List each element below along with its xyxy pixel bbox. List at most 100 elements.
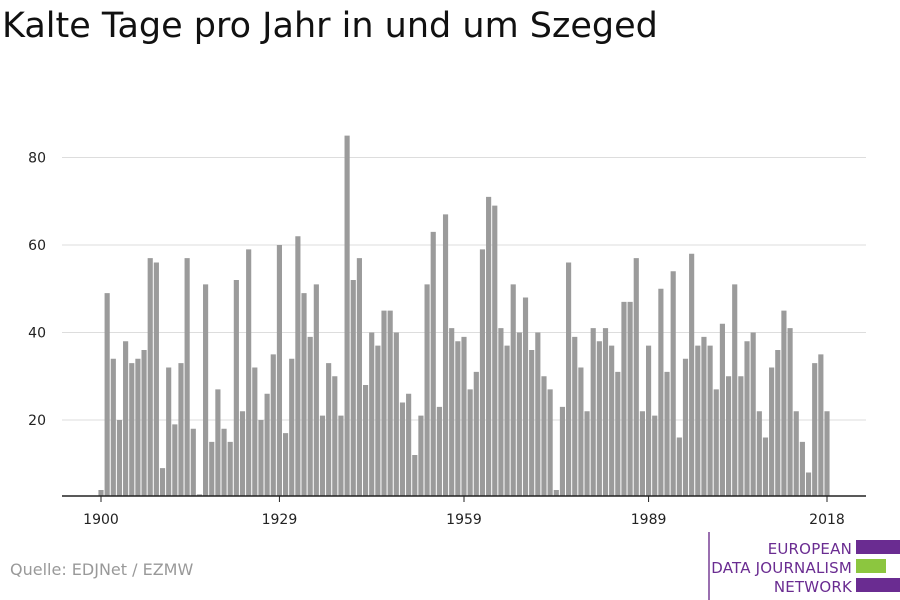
bar-1964 [492, 205, 498, 496]
x-tick-label: 1900 [83, 512, 119, 528]
logo-bar-purple-top [856, 540, 900, 554]
bar-2009 [769, 367, 775, 496]
bar-2010 [775, 350, 781, 496]
bar-1969 [522, 297, 529, 496]
bar-1992 [664, 371, 670, 496]
bar-1949 [399, 402, 406, 496]
bar-1903 [116, 420, 123, 496]
bar-1987 [633, 258, 639, 496]
bar-1920 [221, 428, 227, 496]
bar-1983 [609, 345, 615, 496]
bar-1975 [559, 406, 566, 496]
bar-2014 [799, 441, 805, 496]
bar-1971 [535, 332, 541, 496]
bar-1914 [184, 258, 190, 496]
bar-1900 [98, 490, 104, 496]
bar-1951 [412, 455, 418, 496]
bar-1926 [258, 420, 264, 496]
bar-1970 [529, 350, 535, 496]
bar-1909 [153, 262, 159, 496]
bar-1999 [707, 345, 713, 496]
bar-1968 [516, 332, 522, 496]
bar-1932 [295, 236, 301, 496]
bar-2012 [787, 328, 793, 496]
bar-1979 [584, 411, 590, 496]
bar-1997 [695, 345, 701, 496]
bar-1921 [227, 441, 233, 496]
bar-1996 [689, 253, 695, 496]
bar-2018 [824, 411, 830, 496]
bar-1984 [615, 371, 621, 496]
bar-1967 [510, 284, 516, 496]
logo-divider [708, 532, 710, 600]
bar-1988 [639, 411, 645, 496]
bar-1954 [430, 231, 436, 496]
bar-2000 [713, 389, 719, 496]
bar-1933 [301, 293, 307, 496]
bar-1962 [479, 249, 486, 496]
bar-1994 [676, 437, 682, 496]
bar-1939 [338, 415, 344, 496]
axes: 20 40 60 80 1900 1929 1959 1989 2018 [28, 151, 866, 528]
bar-1929 [276, 245, 282, 496]
bar-1918 [209, 441, 215, 496]
bar-1904 [123, 341, 129, 496]
bar-1956 [442, 214, 449, 496]
bar-1919 [215, 389, 221, 496]
bar-1913 [178, 363, 184, 496]
bar-1937 [326, 363, 332, 496]
bar-1940 [344, 135, 350, 496]
bar-1941 [350, 280, 356, 496]
edjnet-logo: EUROPEAN DATA JOURNALISM NETWORK [708, 532, 900, 600]
bar-1901 [104, 293, 110, 496]
bar-1930 [283, 433, 289, 496]
bar-1927 [264, 393, 270, 496]
bar-1924 [246, 249, 252, 496]
bar-1993 [670, 271, 676, 496]
logo-line-1: EUROPEAN [767, 540, 852, 558]
bar-1991 [658, 288, 664, 496]
bar-1925 [252, 367, 258, 496]
y-tick-label: 80 [28, 151, 46, 167]
bar-1944 [369, 332, 375, 496]
bar-1942 [356, 258, 362, 496]
y-tick-label: 40 [28, 326, 46, 342]
x-tick-label: 1929 [262, 512, 298, 528]
y-tick-label: 60 [28, 238, 46, 254]
bar-1989 [646, 345, 652, 496]
bar-1955 [436, 406, 442, 496]
grid-lines [62, 157, 866, 421]
bar-1998 [701, 336, 707, 496]
logo-bar-green [856, 559, 886, 573]
bar-2017 [818, 354, 824, 496]
bar-2008 [762, 437, 769, 496]
x-tick-label: 1959 [446, 512, 482, 528]
bar-1980 [590, 328, 596, 496]
bar-1961 [473, 371, 479, 496]
bar-2004 [738, 376, 744, 496]
bar-1973 [547, 389, 553, 496]
bar-2011 [781, 310, 787, 496]
bar-2015 [805, 472, 812, 496]
bar-1934 [307, 336, 313, 496]
bar-1910 [159, 468, 166, 496]
x-tick-label: 2018 [809, 512, 845, 528]
bar-1912 [172, 424, 178, 496]
bar-1936 [319, 415, 326, 496]
bar-1935 [313, 284, 319, 496]
bar-1945 [375, 345, 381, 496]
bar-1923 [239, 411, 246, 496]
bar-1928 [270, 354, 276, 496]
logo-line-3: NETWORK [773, 578, 852, 596]
bar-1943 [362, 385, 369, 496]
chart-title: Kalte Tage pro Jahr in und um Szeged [2, 6, 658, 46]
bar-1902 [110, 358, 116, 496]
bar-1995 [682, 358, 689, 496]
bar-1960 [467, 389, 473, 496]
bar-1931 [289, 358, 295, 496]
bar-1908 [147, 258, 153, 496]
bars [98, 135, 830, 496]
bar-1950 [406, 393, 412, 496]
logo-bar-purple-bottom [856, 578, 900, 592]
